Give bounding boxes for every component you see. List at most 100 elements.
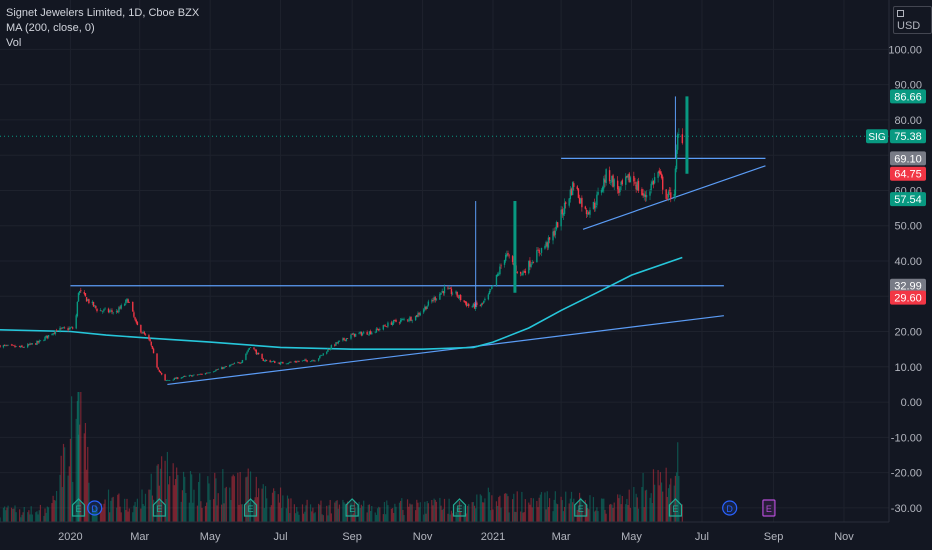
volume-bar [306,499,308,522]
candle-body [621,180,623,185]
candle-body [29,343,31,345]
volume-bar [141,489,143,522]
volume-bar [301,504,304,522]
candle-body [675,149,678,170]
candle-body [670,192,672,199]
candle-body [555,221,558,230]
candle-body [351,334,353,335]
candle-body [229,365,231,367]
volume-bar [546,491,548,522]
y-tick-label: 10.00 [894,362,922,374]
candle-body [588,212,590,214]
lock-icon [897,9,904,17]
candle-body [322,353,324,355]
volume-bar [508,512,510,522]
candle-body [269,360,271,363]
candle-body [281,362,283,363]
event-marker-E: E [668,498,683,517]
candle-body [611,175,613,183]
event-marker-E: E [243,498,258,517]
candle-body [368,331,371,335]
candle-body [52,333,54,335]
volume-bar [491,495,493,522]
candle-body [589,210,591,215]
x-tick-label: Mar [130,531,149,543]
candle-body [132,301,134,312]
candle-body [28,344,30,345]
volume-bar [206,502,208,522]
chart-grid [0,0,889,522]
volume-bar [334,502,336,522]
volume-bar [216,505,218,522]
currency-unit-button[interactable]: USD [893,6,932,34]
candle-body [644,194,647,197]
candle-body [552,231,554,241]
volume-bar [499,495,501,522]
volume-bar [107,489,110,522]
volume-bar [613,502,615,522]
volume-bar [241,504,244,522]
volume-bar [634,507,636,522]
candle-body [570,188,573,195]
symbol-title[interactable]: Signet Jewelers Limited, 1D, Cboe BZX [6,7,200,19]
candle-body [297,361,299,363]
candle-body [188,375,191,377]
candle-body [190,375,193,377]
candle-body [167,380,170,381]
volume-bar [35,512,37,522]
candle-body [248,347,251,350]
candle-body [88,299,90,304]
svg-text:57.54: 57.54 [894,194,922,206]
volume-bar [271,492,274,522]
candle-body [483,301,485,304]
time-axis[interactable]: 2020 Mar May Jul Sep Nov 2021 Mar May Jul Sep Nov [58,531,854,543]
candle-body [479,305,481,307]
candle-body [197,374,200,376]
candle-body [443,286,446,294]
volume-bar [188,502,190,522]
volume-bar [403,515,405,522]
volume-bar [180,501,182,522]
candle-body [328,349,330,351]
volume-bar [400,500,402,522]
volume-bar [116,507,118,522]
volume-bar [492,509,494,522]
candle-body [435,298,438,300]
volume-bar [201,507,203,522]
x-tick-label: Nov [413,531,433,543]
candle-body [628,173,630,183]
candle-body [119,307,121,309]
candle-body [439,293,441,300]
volume-bar [593,511,596,522]
candle-body [117,311,119,313]
volume-bar [472,501,474,522]
volume-indicator-label[interactable]: Vol [6,37,22,49]
volume-bar [352,513,354,522]
volume-bar [199,473,201,522]
volume-bar [102,507,104,522]
candle-body [75,315,77,329]
volume-bar [215,478,217,522]
candle-body [70,327,73,328]
volume-bar [505,493,507,522]
candle-body [208,372,210,374]
candle-body [156,353,158,368]
candle-body [674,168,677,196]
candle-body [337,341,339,344]
candle-body [257,352,260,355]
candle-body [569,189,572,200]
volume-bar [552,511,554,522]
candle-body [376,329,379,330]
volume-bar [329,499,331,522]
candle-body [633,176,635,182]
volume-bar [636,497,638,522]
candle-body [681,134,684,144]
candle-body [68,327,70,330]
candle-body [172,379,174,381]
candle-body [304,359,306,361]
x-tick-label: Nov [834,531,854,543]
volume-bar [379,507,381,522]
ma-indicator-label[interactable]: MA (200, close, 0) [6,22,95,34]
